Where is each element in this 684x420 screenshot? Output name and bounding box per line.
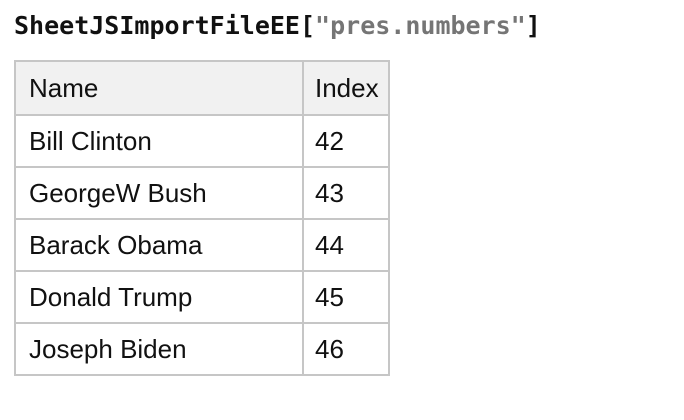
title-open-bracket: [: [299, 11, 316, 40]
cell-index: 43: [302, 166, 390, 220]
cell-name: Barack Obama: [14, 218, 304, 272]
table-row: GeorgeW Bush 43: [14, 166, 390, 220]
table-row: Donald Trump 45: [14, 270, 390, 324]
column-header-name: Name: [14, 60, 304, 116]
cell-index: 45: [302, 270, 390, 324]
title-function-name: SheetJSImportFileEE: [14, 11, 300, 40]
page: SheetJSImportFileEE["pres.numbers"] Name…: [14, 10, 684, 376]
column-header-index: Index: [302, 60, 390, 116]
cell-index: 42: [302, 114, 390, 168]
page-title: SheetJSImportFileEE["pres.numbers"]: [14, 10, 684, 42]
table-row: Bill Clinton 42: [14, 114, 390, 168]
table-header-row: Name Index: [14, 60, 390, 116]
cell-name: GeorgeW Bush: [14, 166, 304, 220]
cell-index: 44: [302, 218, 390, 272]
cell-index: 46: [302, 322, 390, 376]
table-row: Barack Obama 44: [14, 218, 390, 272]
presidents-table: Name Index Bill Clinton 42 GeorgeW Bush …: [14, 60, 390, 376]
title-string-literal: "pres.numbers": [315, 11, 526, 40]
table-row: Joseph Biden 46: [14, 322, 390, 376]
cell-name: Donald Trump: [14, 270, 304, 324]
cell-name: Bill Clinton: [14, 114, 304, 168]
cell-name: Joseph Biden: [14, 322, 304, 376]
title-close-bracket: ]: [525, 11, 541, 40]
